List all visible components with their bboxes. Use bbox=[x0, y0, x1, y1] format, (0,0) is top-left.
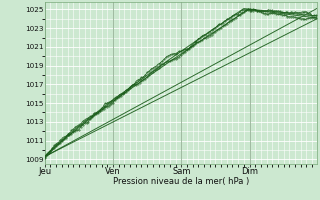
X-axis label: Pression niveau de la mer( hPa ): Pression niveau de la mer( hPa ) bbox=[113, 177, 249, 186]
